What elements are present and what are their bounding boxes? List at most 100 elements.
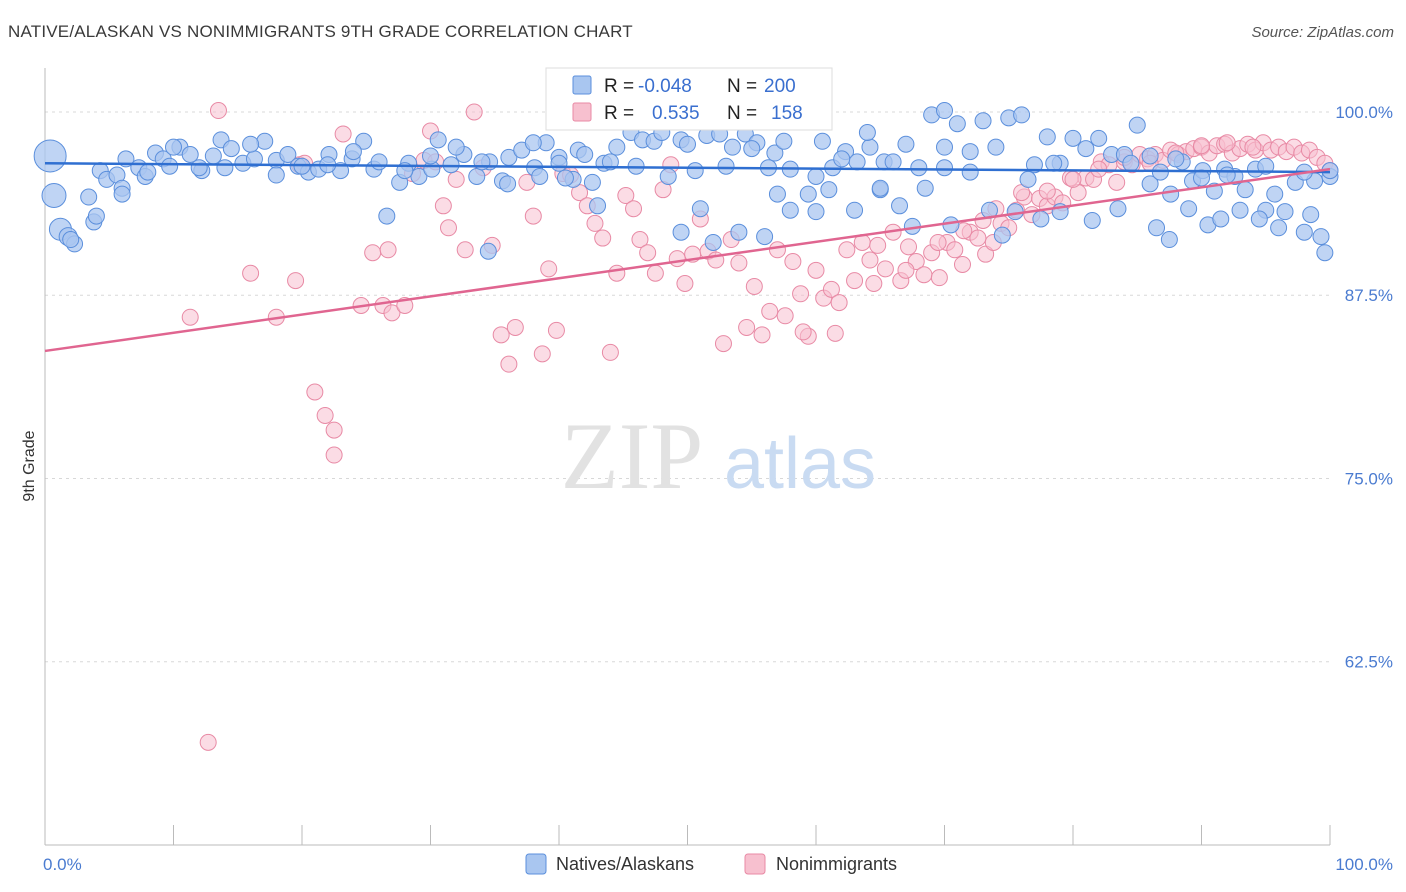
- y-tick-label-1: 87.5%: [1345, 286, 1393, 305]
- native-point-160: [1141, 147, 1159, 165]
- native-point-131: [846, 201, 864, 219]
- native-point-181: [447, 138, 465, 156]
- nonimmigrant-point-111: [1108, 173, 1126, 191]
- native-point-125: [730, 223, 748, 241]
- native-point-172: [679, 135, 696, 153]
- legend-n-value-1: 200: [764, 76, 796, 97]
- nonimmigrant-point-46: [608, 264, 626, 282]
- native-point-153: [1302, 206, 1320, 224]
- native-point-139: [993, 226, 1011, 244]
- nonimmigrant-point-151: [1090, 160, 1108, 178]
- nonimmigrant-point-13: [334, 125, 352, 143]
- native-point-20: [204, 147, 222, 165]
- y-tick-labels: 100.0% 87.5% 75.0% 62.5%: [1335, 103, 1393, 672]
- nonimmigrant-point-31: [492, 326, 510, 344]
- native-point-130: [820, 181, 838, 199]
- native-point-1: [41, 183, 67, 209]
- nonimmigrant-point-49: [631, 231, 649, 249]
- nonimmigrant-point-28: [465, 103, 483, 121]
- nonimmigrant-point-32: [500, 355, 518, 373]
- native-point-149: [1212, 210, 1230, 228]
- nonimmigrant-point-77: [846, 272, 864, 290]
- native-point-25: [256, 132, 274, 150]
- nonimmigrant-point-50: [639, 244, 657, 262]
- native-point-27: [279, 145, 297, 163]
- nonimmigrant-point-65: [753, 326, 771, 344]
- native-point-123: [691, 200, 709, 218]
- legend-swatch-blue: [572, 75, 592, 95]
- nonimmigrant-point-66: [761, 302, 779, 320]
- native-point-195: [87, 207, 105, 225]
- native-point-159: [1122, 154, 1140, 172]
- legend-n-value-2: 158: [771, 103, 803, 124]
- nonimmigrant-point-80: [869, 236, 887, 254]
- watermark: ZIP atlas: [561, 403, 876, 509]
- native-point-189: [242, 135, 260, 153]
- nonimmigrant-point-64: [745, 277, 763, 295]
- native-point-188: [267, 166, 285, 184]
- native-point-22: [222, 140, 240, 158]
- native-point-63: [686, 162, 704, 180]
- native-point-185: [344, 143, 362, 161]
- nonimmigrant-point-35: [524, 207, 542, 225]
- nonimmigrant-point-17: [379, 241, 397, 259]
- nonimmigrant-point-67: [768, 241, 786, 259]
- native-point-55: [583, 173, 601, 191]
- native-point-145: [1148, 219, 1166, 237]
- native-point-95: [1077, 140, 1095, 158]
- nonimmigrant-point-142: [865, 275, 883, 293]
- native-point-194: [113, 185, 131, 203]
- native-point-127: [768, 185, 786, 203]
- native-point-77: [848, 153, 866, 171]
- nonimmigrant-point-11: [325, 421, 343, 439]
- native-point-80: [884, 153, 902, 171]
- native-point-117: [1316, 244, 1334, 262]
- native-point-170: [743, 140, 761, 158]
- nonimmigrant-point-44: [594, 229, 612, 247]
- native-point-113: [1276, 203, 1294, 221]
- nonimmigrant-point-1: [181, 308, 199, 326]
- native-point-66: [723, 138, 741, 156]
- y-axis-title: 9th Grade: [21, 430, 38, 501]
- nonimmigrant-point-141: [826, 324, 844, 342]
- nonimmigrant-point-69: [784, 253, 802, 271]
- native-point-158: [1045, 154, 1063, 172]
- native-point-166: [871, 179, 889, 197]
- native-point-85: [948, 115, 966, 133]
- nonimmigrant-point-27: [456, 241, 474, 259]
- native-point-100: [1141, 175, 1159, 193]
- native-point-74: [813, 132, 831, 150]
- source-credit: Source: ZipAtlas.com: [1251, 24, 1394, 41]
- nonimmigrant-point-84: [900, 238, 918, 256]
- native-point-143: [1083, 211, 1101, 229]
- nonimmigrant-point-62: [730, 254, 748, 272]
- native-point-57: [608, 138, 626, 156]
- native-point-171: [717, 157, 735, 175]
- native-point-5: [80, 188, 98, 206]
- nonimmigrants-trend-line: [44, 167, 1331, 353]
- native-point-87: [974, 112, 992, 130]
- native-point-135: [916, 179, 934, 197]
- nonimmigrant-point-38: [547, 321, 565, 339]
- native-point-90: [1013, 106, 1031, 124]
- nonimmigrant-point-24: [434, 197, 452, 215]
- nonimmigrant-point-36: [533, 345, 551, 363]
- native-point-70: [766, 144, 784, 162]
- nonimmigrant-point-81: [876, 260, 894, 278]
- native-point-112: [1266, 185, 1284, 203]
- nonimmigrant-point-15: [364, 244, 382, 262]
- native-point-92: [1038, 128, 1056, 146]
- bottom-legend-swatch-nonimmigrants: [744, 853, 766, 875]
- native-point-88: [987, 138, 1005, 156]
- y-tick-label-0: 100.0%: [1335, 103, 1393, 122]
- legend-n-label-2: N =: [727, 103, 757, 124]
- native-point-178: [524, 134, 542, 152]
- native-point-34: [355, 132, 373, 150]
- nonimmigrant-point-43: [586, 214, 604, 232]
- nonimmigrant-point-94: [977, 245, 995, 263]
- native-point-44: [468, 167, 486, 185]
- bottom-legend-nonimmigrants: Nonimmigrants: [776, 854, 897, 874]
- nonimmigrant-point-90: [946, 241, 964, 259]
- native-point-165: [936, 159, 953, 177]
- native-point-163: [1218, 166, 1236, 184]
